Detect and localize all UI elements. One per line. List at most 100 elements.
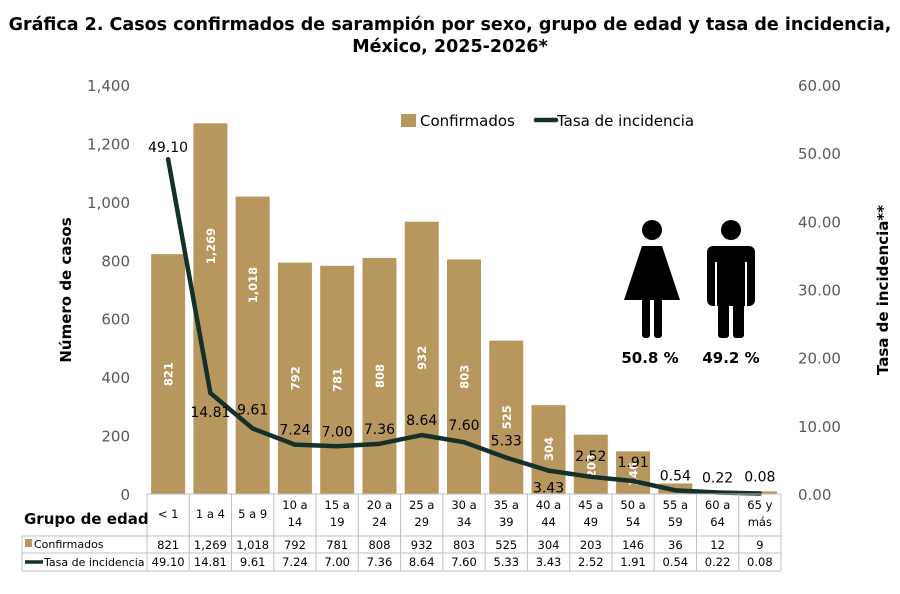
table-row-label: Tasa de incidencia [43, 556, 145, 569]
y-tick-label: 600 [101, 311, 130, 329]
bar-value-label: 821 [162, 362, 176, 386]
y-tick-label: 0 [120, 486, 130, 504]
x-tick-label: 34 [457, 515, 472, 529]
bar [531, 405, 566, 494]
table-cell: 821 [157, 538, 179, 552]
bar [447, 259, 481, 494]
x-tick-label: 24 [372, 515, 387, 529]
x-tick-label: 14 [288, 515, 303, 529]
bar-value-label: 525 [500, 405, 514, 429]
bar-value-label: 1,269 [204, 228, 218, 264]
x-tick-label: 25 a [409, 498, 434, 512]
table-cell: 1,269 [194, 538, 227, 552]
rate-point [419, 432, 424, 438]
x-tick-label: < 1 [158, 507, 179, 521]
rate-value-label: 14.81 [190, 405, 230, 421]
x-tick-label: 30 a [451, 498, 476, 512]
rate-value-label: 49.10 [148, 140, 188, 156]
bar [320, 265, 355, 494]
male-percent-label: 49.2 % [702, 349, 759, 367]
table-cell: 792 [284, 538, 306, 552]
bar [489, 340, 524, 494]
x-tick-label: 64 [710, 515, 725, 529]
y-tick-label: 1,000 [87, 194, 130, 212]
x-tick-label: 60 a [705, 498, 730, 512]
rate-point [630, 478, 636, 484]
rate-point [165, 157, 171, 162]
table-cell: 49.10 [152, 555, 185, 569]
table-cell: 9 [756, 538, 763, 552]
chart-title-line1: Gráfica 2. Casos confirmados de sarampió… [8, 15, 892, 35]
bar [235, 196, 270, 494]
table-cell: 5.33 [493, 555, 519, 569]
table-cell: 7.00 [324, 555, 350, 569]
x-tick-label: 20 a [367, 498, 392, 512]
table-cell: 803 [453, 538, 475, 552]
table-cell: 7.60 [451, 555, 477, 569]
x-tick-label: 49 [583, 515, 598, 529]
woman-icon [642, 298, 650, 338]
rate-value-label: 3.43 [533, 481, 564, 497]
y-axis-title: Número de casos [57, 217, 75, 362]
y-right-axis-title: Tasa de incidencia** [874, 205, 892, 375]
bar [573, 434, 608, 494]
bar-value-label: 803 [458, 365, 472, 389]
y-tick-label: 800 [101, 252, 130, 270]
rate-point [757, 491, 763, 496]
table-cell: 203 [580, 538, 602, 552]
bar-value-label: 1,018 [246, 267, 260, 303]
bar [151, 254, 186, 494]
y-right-tick-label: 30.00 [798, 282, 841, 300]
bar [616, 451, 651, 494]
y-right-tick-label: 20.00 [798, 350, 841, 368]
table-cell: 0.22 [705, 555, 731, 569]
woman-icon [654, 298, 662, 338]
x-tick-label: 54 [626, 515, 641, 529]
table-cell: 0.08 [747, 555, 773, 569]
table-key-bars [25, 539, 32, 547]
x-tick-label: 19 [330, 515, 345, 529]
bar-value-label: 203 [584, 454, 598, 478]
rate-value-label: 0.08 [744, 469, 775, 485]
rate-point [461, 439, 467, 445]
rate-value-label: 1.91 [617, 455, 648, 471]
rate-point [208, 390, 213, 396]
table-cell: 525 [495, 538, 517, 552]
rate-value-label: 7.00 [322, 424, 353, 440]
bar-value-label: 808 [373, 364, 387, 388]
rate-point [673, 488, 678, 493]
rate-point [504, 455, 509, 460]
y-right-tick-label: 40.00 [798, 213, 841, 231]
bar-value-label: 781 [331, 368, 345, 392]
x-tick-label: 39 [499, 515, 514, 529]
y-right-tick-label: 50.00 [798, 145, 841, 163]
x-tick-label: 40 a [536, 498, 561, 512]
x-tick-label: 44 [541, 515, 556, 529]
bar [193, 123, 228, 494]
rate-value-label: 7.60 [448, 418, 479, 434]
rate-point [250, 426, 255, 431]
table-cell: 12 [710, 538, 725, 552]
rate-point [546, 468, 551, 473]
legend-label: Confirmados [420, 112, 515, 130]
man-icon [707, 246, 755, 306]
woman-icon [642, 220, 662, 240]
x-tick-label: 59 [668, 515, 683, 529]
bar [404, 221, 439, 495]
rate-value-label: 5.33 [491, 434, 522, 450]
rate-value-label: 0.54 [660, 468, 691, 484]
man-icon [718, 298, 729, 338]
x-tick-label: 29 [414, 515, 429, 529]
table-cell: 1.91 [620, 555, 646, 569]
chart-title-line2: México, 2025-2026* [352, 37, 548, 57]
y-right-tick-label: 60.00 [798, 77, 841, 95]
legend-swatch-bars [401, 114, 416, 127]
bar [362, 257, 397, 494]
rate-value-label: 9.61 [237, 402, 268, 418]
rate-value-label: 0.22 [702, 471, 733, 487]
table-cell: 7.36 [367, 555, 393, 569]
man-icon [721, 220, 741, 240]
table-cell: 7.24 [282, 555, 308, 569]
y-right-tick-label: 10.00 [798, 418, 841, 436]
